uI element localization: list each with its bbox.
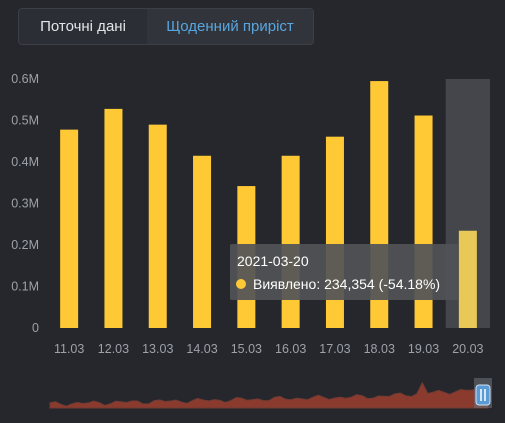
y-tick-label: 0.4M bbox=[11, 155, 39, 169]
range-handle-grip[interactable] bbox=[475, 384, 491, 406]
y-tick-label: 0.3M bbox=[11, 197, 39, 211]
x-tick-label: 17.03 bbox=[319, 342, 350, 356]
bar-16.03[interactable] bbox=[281, 155, 300, 328]
x-tick-label: 11.03 bbox=[54, 342, 84, 356]
x-tick-label: 15.03 bbox=[231, 342, 262, 356]
y-tick-label: 0.2M bbox=[11, 238, 39, 252]
tab-current-data[interactable]: Поточні дані bbox=[19, 9, 147, 44]
tab-daily-growth[interactable]: Щоденний приріст bbox=[147, 9, 313, 44]
x-tick-label: 13.03 bbox=[142, 342, 173, 356]
range-handle[interactable] bbox=[474, 378, 492, 408]
tooltip-value: Виявлено: 234,354 (-54.18%) bbox=[253, 276, 440, 292]
tooltip-date: 2021-03-20 bbox=[237, 253, 309, 269]
tooltip: 2021-03-20 Виявлено: 234,354 (-54.18%) bbox=[230, 244, 458, 300]
bar-13.03[interactable] bbox=[148, 124, 167, 329]
x-tick-label: 16.03 bbox=[275, 342, 306, 356]
x-tick-label: 19.03 bbox=[408, 342, 439, 356]
x-tick-label: 20.03 bbox=[452, 342, 483, 356]
bar-12.03[interactable] bbox=[104, 108, 123, 328]
y-tick-label: 0 bbox=[32, 321, 39, 335]
y-axis: 0 0.1M 0.2M 0.3M 0.4M 0.5M 0.6M bbox=[11, 72, 39, 335]
bar-20.03[interactable] bbox=[458, 230, 477, 328]
x-tick-label: 12.03 bbox=[98, 342, 129, 356]
x-tick-label: 14.03 bbox=[186, 342, 217, 356]
date-range-slider[interactable] bbox=[49, 378, 492, 409]
bar-14.03[interactable] bbox=[193, 155, 212, 328]
x-axis: 11.03 12.03 13.03 14.03 15.03 16.03 17.03 18.03… bbox=[54, 342, 484, 356]
y-tick-label: 0.5M bbox=[11, 114, 39, 128]
x-tick-label: 18.03 bbox=[364, 342, 395, 356]
view-mode-tabs: Поточні дані Щоденний приріст bbox=[18, 8, 314, 45]
tooltip-background bbox=[230, 244, 458, 300]
y-tick-label: 0.1M bbox=[11, 280, 39, 294]
bar-11.03[interactable] bbox=[60, 129, 79, 328]
y-tick-label: 0.6M bbox=[11, 72, 39, 86]
range-slider-overview bbox=[49, 381, 489, 409]
tooltip-series-marker bbox=[236, 279, 246, 289]
